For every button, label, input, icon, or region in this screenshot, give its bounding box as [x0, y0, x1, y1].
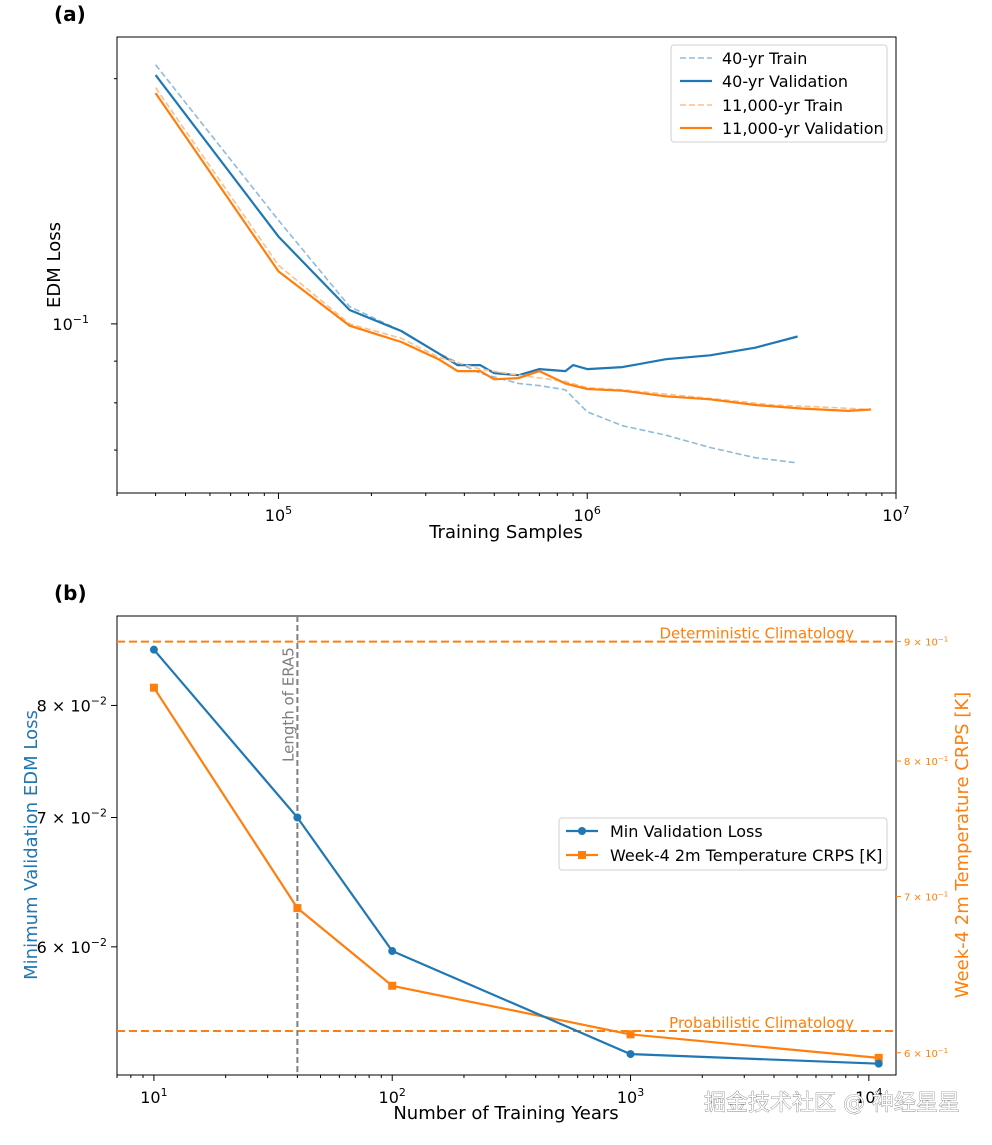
min-validation-loss-marker — [293, 813, 302, 822]
panel-b-ticks: 101 102 103 104 6 × 10−2 7 × 10−2 8 × 10−2 6 × … — [37, 636, 949, 1107]
legend-label-40yr-train: 40-yr Train — [722, 49, 807, 68]
crps-marker — [388, 981, 397, 990]
legend-marker-circle — [578, 827, 586, 835]
panel-a-ticks: 105 106 107 10−1 — [52, 78, 910, 525]
legend-label-min-validation-loss: Min Validation Loss — [610, 822, 763, 841]
watermark-text: 掘金技术社区 @ 神经星星 — [704, 1091, 960, 1116]
x-tick-label: 105 — [265, 504, 292, 525]
right-y-tick-label: 6 × 10−1 — [904, 1047, 948, 1060]
min-validation-loss-marker — [626, 1050, 635, 1059]
series-line-11-000-yr-train — [154, 87, 872, 411]
legend-label-crps: Week-4 2m Temperature CRPS [K] — [610, 846, 882, 865]
right-y-tick-label: 8 × 10−1 — [904, 755, 948, 768]
series-line-40-yr-validation — [154, 74, 798, 377]
panel-b-right-y-axis-label: Week-4 2m Temperature CRPS [K] — [952, 692, 973, 998]
panel-b-label: (b) — [54, 581, 87, 605]
legend-marker-square — [578, 851, 586, 859]
panel-a-series — [154, 64, 872, 464]
panel-a-label: (a) — [54, 2, 86, 26]
x-tick-label: 106 — [574, 504, 601, 525]
legend-label-40yr-validation: 40-yr Validation — [722, 72, 848, 91]
x-tick-label: 103 — [617, 1086, 644, 1107]
panel-b-reference-lines: Deterministic Climatology Probabilistic C… — [117, 616, 896, 1075]
min-validation-loss-marker — [874, 1059, 883, 1068]
x-tick-label: 104 — [855, 1086, 882, 1107]
left-y-tick-label: 7 × 10−2 — [37, 806, 107, 827]
right-y-tick-label: 7 × 10−1 — [904, 890, 948, 903]
crps-marker — [874, 1053, 883, 1062]
panel-a-y-axis-label: EDM Loss — [44, 222, 65, 308]
series-line-40-yr-train — [154, 64, 798, 464]
panel-b-series — [149, 645, 883, 1068]
legend-box — [670, 44, 888, 143]
min-validation-loss-marker — [388, 947, 397, 956]
panel-b-frame — [116, 615, 897, 1076]
legend-box — [558, 817, 888, 871]
series-line-11-000-yr-validation — [154, 92, 872, 412]
panel-a-x-axis-label: Training Samples — [428, 522, 583, 543]
legend-label-11000yr-validation: 11,000-yr Validation — [722, 119, 884, 138]
crps-marker — [293, 904, 302, 913]
left-y-tick-label: 6 × 10−2 — [37, 936, 107, 957]
min-validation-loss-marker — [149, 645, 158, 654]
crps-marker — [149, 683, 158, 692]
panel-a-frame — [116, 36, 897, 494]
legend-label-11000yr-train: 11,000-yr Train — [722, 96, 843, 115]
panel-b-legend: Min Validation Loss Week-4 2m Temperatur… — [558, 817, 888, 871]
panel-b-chart: Deterministic Climatology Probabilistic C… — [21, 615, 973, 1124]
left-y-tick-label: 8 × 10−2 — [37, 694, 107, 715]
series-line-crps — [152, 687, 879, 1059]
era5-vertical-line-label: Length of ERA5 — [279, 647, 297, 762]
panel-b-x-axis-label: Number of Training Years — [393, 1103, 618, 1124]
reference-line-label: Deterministic Climatology — [659, 625, 854, 643]
x-tick-label: 102 — [379, 1086, 406, 1107]
x-tick-label: 107 — [882, 504, 909, 525]
x-tick-label: 101 — [140, 1086, 167, 1107]
right-y-tick-label: 9 × 10−1 — [904, 636, 948, 649]
panel-b-left-y-axis-label: Minimum Validation EDM Loss — [21, 710, 42, 980]
panel-a-legend: 40-yr Train 40-yr Validation 11,000-yr T… — [670, 44, 888, 143]
crps-marker — [626, 1030, 635, 1039]
y-tick-label: 10−1 — [52, 313, 89, 334]
reference-line-label: Probabilistic Climatology — [669, 1014, 854, 1032]
